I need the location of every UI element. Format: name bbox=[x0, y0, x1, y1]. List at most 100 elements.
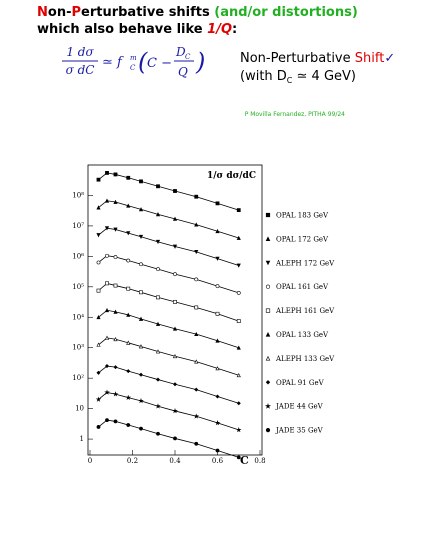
point bbox=[172, 326, 178, 331]
point bbox=[155, 321, 161, 326]
point bbox=[138, 207, 144, 212]
point bbox=[215, 201, 220, 206]
legend-label: OPAL 172 GeV bbox=[276, 235, 329, 243]
point bbox=[236, 291, 241, 295]
point bbox=[139, 262, 143, 267]
headline-part: P bbox=[71, 5, 81, 20]
point bbox=[236, 372, 241, 378]
y-tick-label: 10⁷ bbox=[72, 222, 84, 230]
legend-marker bbox=[265, 284, 271, 289]
headline: Non-Perturbative shifts (and/or distorti… bbox=[37, 5, 358, 20]
fit-curve bbox=[98, 172, 239, 211]
point bbox=[96, 370, 101, 375]
legend-marker bbox=[265, 308, 271, 313]
formula-part: ≃ f bbox=[102, 55, 124, 70]
formula: 1 dσ σ dC ≃ f m C ( C − D C Q ) bbox=[62, 45, 205, 79]
point bbox=[215, 311, 220, 316]
x-tick-label: 0.6 bbox=[212, 457, 224, 465]
point bbox=[126, 312, 131, 317]
point bbox=[126, 340, 131, 345]
point bbox=[126, 286, 131, 291]
point bbox=[173, 436, 177, 441]
x-axis-label: C bbox=[240, 454, 249, 467]
y-tick-label: 10⁴ bbox=[72, 313, 84, 321]
point bbox=[138, 344, 144, 349]
fit-curve bbox=[98, 392, 239, 431]
y-tick-label: 10⁸ bbox=[72, 191, 84, 199]
point bbox=[104, 307, 110, 313]
point bbox=[236, 319, 241, 323]
note-part: Shift bbox=[355, 51, 385, 66]
point bbox=[95, 396, 102, 402]
formula-part: m bbox=[130, 54, 137, 62]
note: Non-Perturbative Shift✓ bbox=[240, 51, 395, 66]
point bbox=[113, 199, 118, 204]
point bbox=[193, 413, 200, 419]
point bbox=[194, 250, 199, 255]
point bbox=[194, 222, 199, 227]
y-tick-label: 1 bbox=[80, 435, 84, 443]
formula-part: ) bbox=[195, 48, 205, 76]
legend-label: JADE 44 GeV bbox=[275, 403, 324, 411]
point bbox=[96, 425, 101, 429]
note-part: ✓ bbox=[384, 51, 395, 66]
point bbox=[194, 359, 199, 364]
point bbox=[155, 377, 161, 382]
legend-label: ALEPH 161 GeV bbox=[275, 307, 335, 315]
point bbox=[138, 372, 144, 377]
legend-marker bbox=[265, 212, 271, 218]
point bbox=[173, 299, 177, 304]
legend-label: JADE 35 GeV bbox=[275, 427, 324, 435]
point bbox=[113, 365, 118, 370]
point bbox=[126, 258, 131, 263]
x-tick-label: 0 bbox=[88, 457, 92, 465]
headline-part: 1/Q bbox=[207, 22, 232, 37]
point bbox=[113, 255, 118, 259]
point bbox=[104, 389, 110, 395]
point bbox=[194, 331, 199, 337]
note-part: (with D bbox=[240, 69, 287, 84]
legend-label: ALEPH 172 GeV bbox=[275, 259, 335, 267]
point bbox=[105, 253, 109, 258]
point bbox=[139, 290, 143, 295]
fit-curve bbox=[98, 255, 239, 294]
y-tick-label: 10 bbox=[75, 405, 84, 413]
fit-curve bbox=[98, 227, 239, 266]
point bbox=[138, 316, 144, 321]
y-tick-label: 10² bbox=[72, 374, 84, 382]
point bbox=[113, 227, 118, 232]
legend-marker bbox=[265, 428, 271, 433]
point bbox=[96, 342, 101, 347]
fit-curve bbox=[98, 200, 239, 239]
point bbox=[139, 179, 143, 184]
point bbox=[126, 423, 131, 427]
point bbox=[155, 212, 161, 217]
point bbox=[96, 233, 101, 238]
note-part: C bbox=[287, 76, 293, 85]
point bbox=[105, 171, 109, 175]
formula-part: σ dC bbox=[66, 63, 95, 77]
point bbox=[172, 353, 178, 359]
point bbox=[194, 387, 199, 392]
point bbox=[236, 401, 241, 406]
point bbox=[105, 418, 109, 422]
point bbox=[138, 234, 144, 240]
headline-part: on- bbox=[48, 5, 72, 20]
point bbox=[125, 394, 132, 400]
legend-label: OPAL 161 GeV bbox=[276, 283, 329, 291]
point bbox=[96, 177, 101, 182]
headline-part: which also behave like bbox=[37, 22, 207, 37]
credit: P Movilla Fernandez, PITHA 99/24 bbox=[245, 111, 345, 118]
point bbox=[215, 394, 220, 399]
y-tick-label: 10⁵ bbox=[72, 283, 84, 291]
point bbox=[113, 309, 118, 314]
legend-label: OPAL 91 GeV bbox=[276, 379, 325, 387]
formula-part: C − bbox=[147, 56, 172, 71]
point bbox=[172, 216, 178, 221]
point bbox=[113, 283, 118, 288]
note-part: ≃ 4 GeV) bbox=[292, 69, 356, 84]
x-tick-label: 0.8 bbox=[254, 457, 265, 465]
point bbox=[126, 231, 131, 236]
point bbox=[104, 335, 110, 340]
